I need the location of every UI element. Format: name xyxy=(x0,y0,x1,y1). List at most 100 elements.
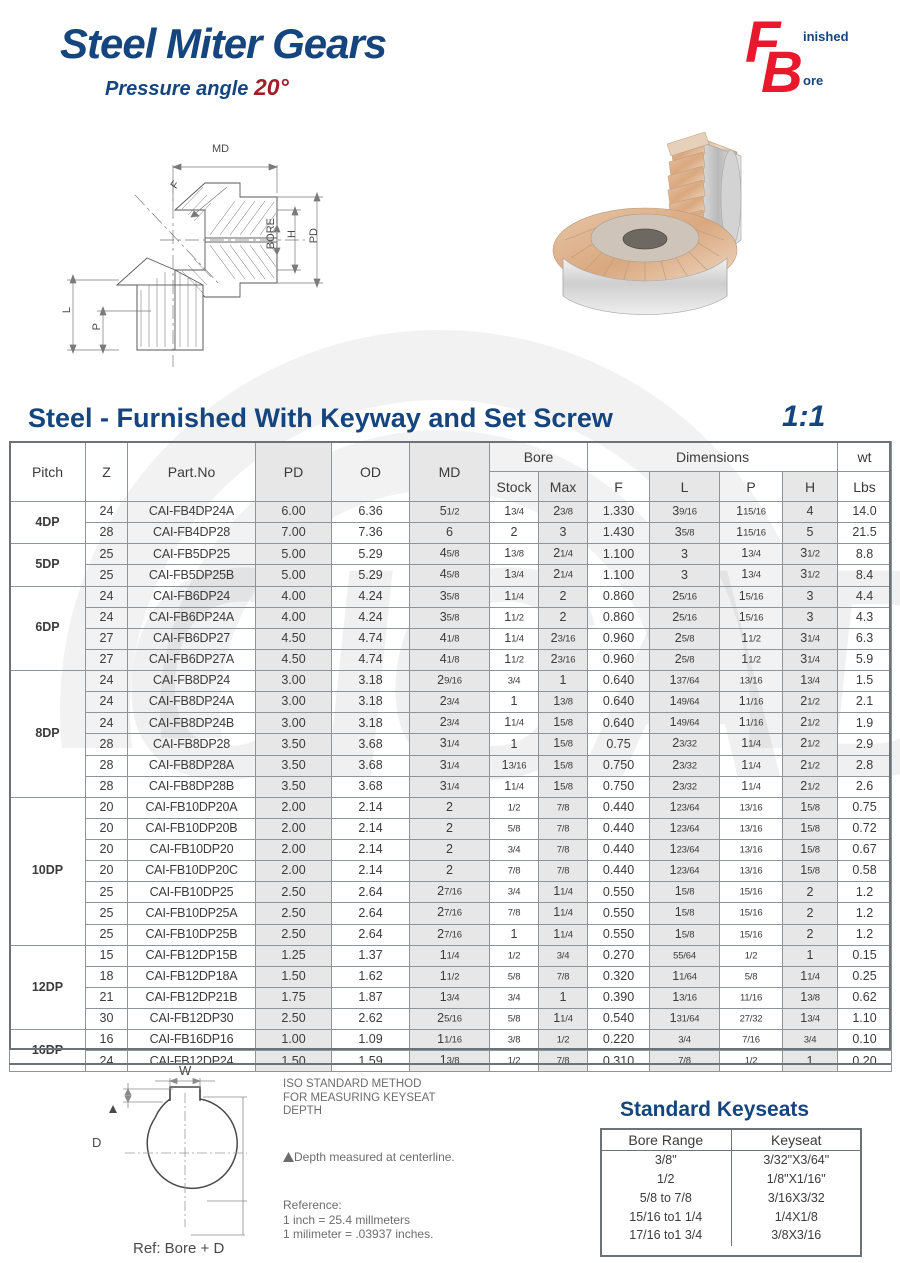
drawing-label-md: MD xyxy=(212,143,230,155)
cell-l: 7/8 xyxy=(649,1050,721,1073)
cell-part: CAI-FB10DP25A xyxy=(127,902,256,925)
cell-pd: 1.25 xyxy=(255,944,332,967)
cell-md: 35/8 xyxy=(409,606,490,629)
ref-bore-label: Ref: Bore + D xyxy=(133,1240,225,1257)
cell-lbs: 5.9 xyxy=(837,648,893,672)
pitch-cell: 4DP xyxy=(9,500,86,545)
cell-z: 24 xyxy=(85,606,128,629)
cell-max: 2 xyxy=(537,606,589,629)
cell-p: 11/4 xyxy=(719,754,784,777)
pitch-cell: 10DP xyxy=(9,796,86,946)
table-row: 12DP 15 CAI-FB12DP15B 1.25 1.37 11/4 1/2 3/4 0.2… xyxy=(9,944,893,1031)
cell-p: 115/16 xyxy=(719,522,784,545)
cell-md: 35/8 xyxy=(409,585,490,608)
keyseat-cell-bore-range: 17/16 to1 3/4 xyxy=(600,1226,732,1246)
cell-stock: 1 xyxy=(489,691,539,714)
cell-l: 15/8 xyxy=(649,881,721,904)
cell-lbs: 4.4 xyxy=(837,585,893,608)
cell-lbs: 8.4 xyxy=(837,564,893,587)
cell-p: 5/8 xyxy=(719,965,784,988)
col-group-dimensions: Dimensions xyxy=(587,441,839,472)
cell-f: 0.220 xyxy=(587,1029,651,1052)
cell-lbs: 0.67 xyxy=(837,838,893,862)
cell-max: 7/8 xyxy=(537,817,589,841)
cell-max: 15/8 xyxy=(537,733,589,756)
cell-f: 0.440 xyxy=(587,838,651,862)
cell-pd: 2.00 xyxy=(255,817,332,841)
cell-od: 3.18 xyxy=(331,669,410,693)
cell-l: 23/32 xyxy=(649,733,721,756)
cell-z: 28 xyxy=(85,754,128,777)
cell-od: 4.74 xyxy=(331,627,410,650)
cell-z: 15 xyxy=(85,944,128,967)
cell-stock: 11/4 xyxy=(489,585,539,608)
cell-max: 11/4 xyxy=(537,1007,589,1031)
col-keyseat: Keyseat xyxy=(730,1128,862,1151)
cell-f: 0.390 xyxy=(587,986,651,1010)
cell-lbs: 1.5 xyxy=(837,669,893,693)
cell-h: 3 xyxy=(782,606,839,629)
cell-p: 15/16 xyxy=(719,881,784,904)
cell-md: 31/4 xyxy=(409,754,490,777)
cell-lbs: 1.2 xyxy=(837,923,893,946)
cell-f: 0.440 xyxy=(587,817,651,841)
cell-p: 1/2 xyxy=(719,944,784,967)
cell-f: 1.330 xyxy=(587,500,651,524)
cell-pd: 2.00 xyxy=(255,796,332,819)
cell-md: 29/16 xyxy=(409,669,490,693)
cell-l: 25/16 xyxy=(649,606,721,629)
cell-p: 11/2 xyxy=(719,627,784,650)
table-row: 25 CAI-FB10DP25B 2.50 2.64 27/16 1 11/4 0.550 15… xyxy=(10,923,893,946)
keyseat-diagram: W D xyxy=(92,1063,295,1255)
cell-max: 15/8 xyxy=(537,775,589,798)
keyseat-label-d: D xyxy=(92,1135,102,1150)
cell-f: 0.320 xyxy=(587,965,651,988)
cell-md: 41/8 xyxy=(409,627,490,650)
cell-pd: 2.50 xyxy=(255,902,332,925)
cell-h: 21/2 xyxy=(782,775,839,798)
cell-max: 3 xyxy=(537,522,589,545)
table-row: 20 CAI-FB10DP20C 2.00 2.14 2 7/8 7/8 0.440 123/6… xyxy=(10,860,893,883)
cell-max: 11/4 xyxy=(537,902,589,925)
cell-stock: 5/8 xyxy=(489,817,539,841)
cell-lbs: 1.9 xyxy=(837,712,893,735)
cell-l: 149/64 xyxy=(649,712,721,735)
cell-p: 13/16 xyxy=(719,860,784,883)
cell-p: 11/2 xyxy=(719,648,784,672)
drawing-label-pd: PD xyxy=(308,228,320,244)
keyseat-cell-bore-range: 1/2 xyxy=(600,1169,732,1189)
cell-max: 23/8 xyxy=(537,500,589,524)
col-lbs: Lbs xyxy=(837,471,893,502)
cell-f: 0.640 xyxy=(587,669,651,693)
fb-logo: F B inished ore xyxy=(745,10,855,105)
cell-p: 15/16 xyxy=(719,606,784,629)
col-od: OD xyxy=(331,441,410,502)
cell-p: 11/4 xyxy=(719,775,784,798)
cell-f: 0.550 xyxy=(587,923,651,946)
gear-photo-svg xyxy=(552,131,742,315)
col-h: H xyxy=(782,471,839,502)
cell-lbs: 2.6 xyxy=(837,775,893,798)
cell-stock: 1/2 xyxy=(489,944,539,967)
table-row: 28 CAI-FB8DP28A 3.50 3.68 31/4 13/16 15/8 0.750… xyxy=(10,754,893,777)
cell-p: 11/16 xyxy=(719,691,784,714)
cell-stock: 3/4 xyxy=(489,986,539,1010)
cell-lbs: 0.72 xyxy=(837,817,893,841)
cell-od: 6.36 xyxy=(331,500,410,524)
cell-p: 15/16 xyxy=(719,902,784,925)
cell-part: CAI-FB8DP28 xyxy=(127,733,256,756)
cell-z: 28 xyxy=(85,522,128,545)
cell-h: 15/8 xyxy=(782,796,839,819)
cell-lbs: 0.62 xyxy=(837,986,893,1010)
cell-h: 4 xyxy=(782,500,839,524)
cell-lbs: 1.2 xyxy=(837,902,893,925)
gear-ratio-badge: 1:1 xyxy=(782,400,826,433)
cell-p: 13/4 xyxy=(719,564,784,587)
table-row: 8DP 24 CAI-FB8DP24 3.00 3.18 29/16 3/4 1 0.640 13… xyxy=(9,669,893,798)
cell-stock: 7/8 xyxy=(489,860,539,883)
cell-l: 23/32 xyxy=(649,775,721,798)
table-header-row-1: Pitch Z Part.No PD OD MD Bore Dimensions… xyxy=(9,441,893,502)
cell-md: 11/16 xyxy=(409,1029,490,1052)
cell-h: 31/2 xyxy=(782,564,839,587)
keyseat-cell-keyseat: 1/4X1/8 xyxy=(730,1207,862,1227)
